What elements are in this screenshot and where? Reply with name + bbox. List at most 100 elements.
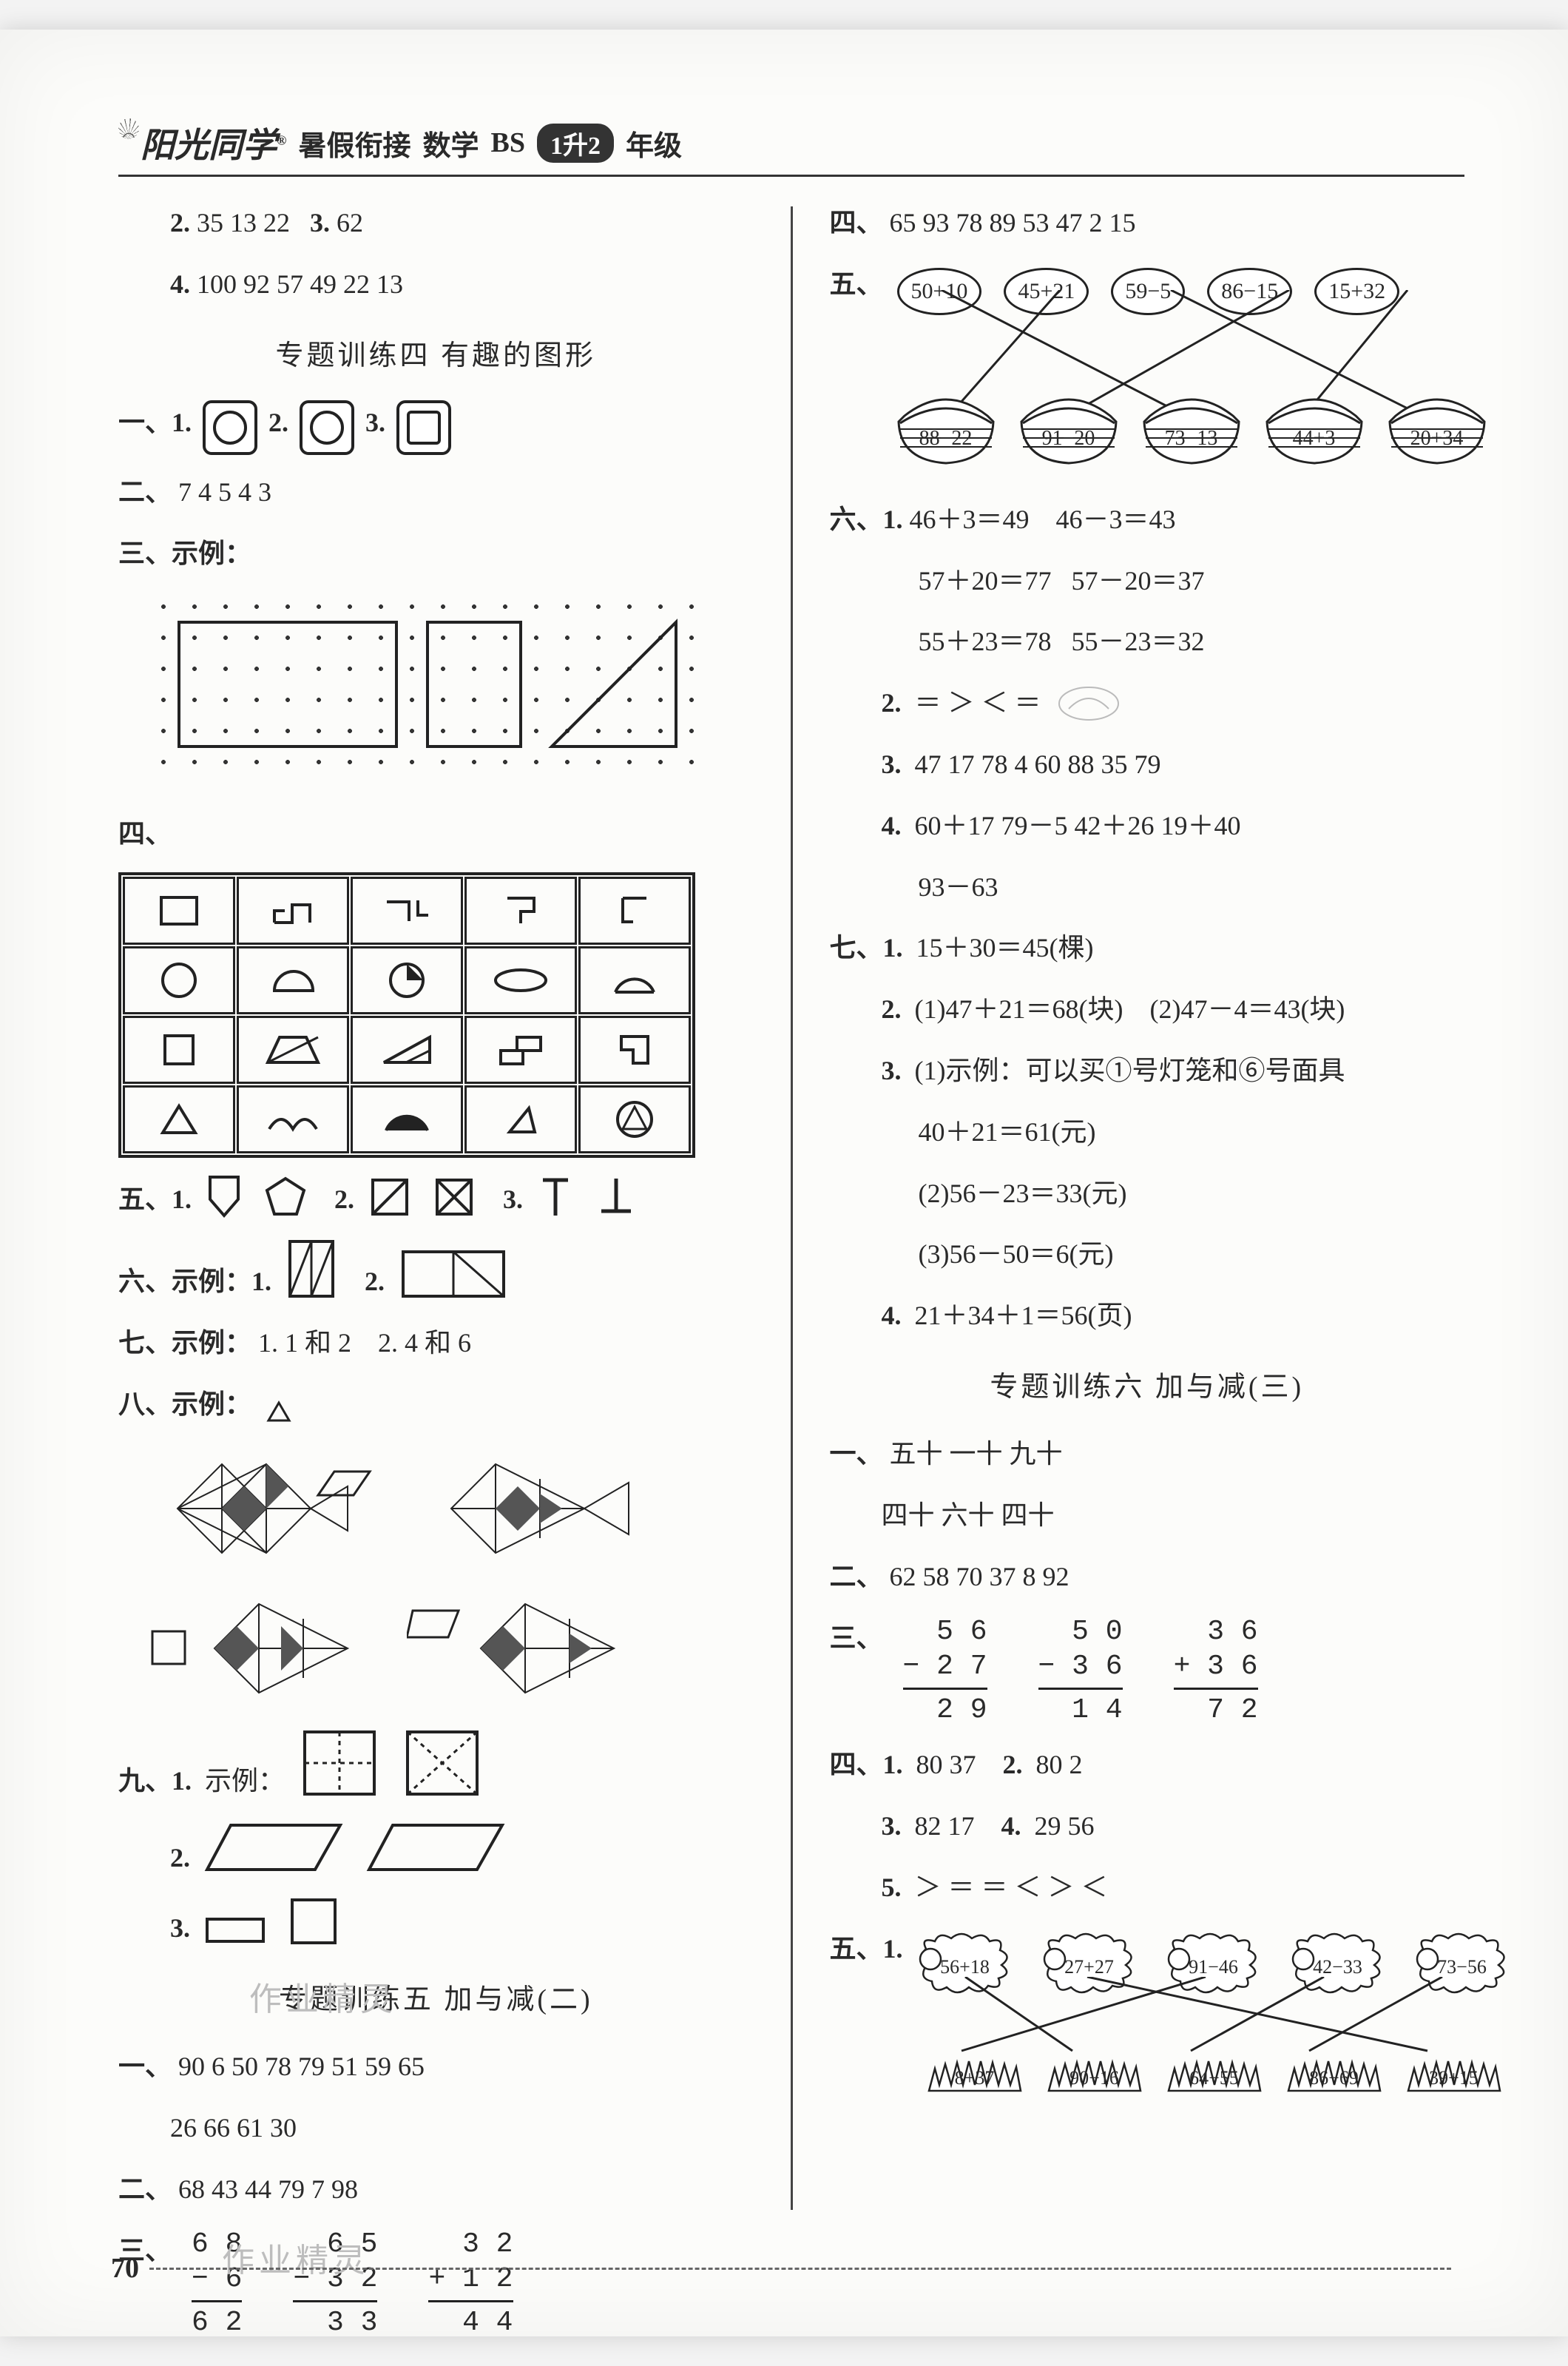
fish2-icon [407, 1442, 643, 1575]
vcalc: 3 6 + 3 6 7 2 [1174, 1614, 1258, 1728]
t5-2: 二、 68 43 44 79 7 98 [118, 2166, 754, 2214]
basket: 88−22 [890, 386, 1002, 468]
sec6: 六、示例：1. 2. [118, 1237, 754, 1306]
page: 阳光同学® 暑假衔接 数学 BS 1升2 年级 2. 35 13 22 3. 6… [0, 30, 1568, 2336]
triangle-icon [266, 1400, 292, 1423]
basket: 20+34 [1381, 386, 1493, 468]
grass: 8+37 [925, 2042, 1025, 2095]
sec7: 七、示例： 1. 1 和 2 2. 4 和 6 [118, 1319, 754, 1367]
column-divider [791, 206, 793, 2210]
sec5: 五、1. 2. 3. [118, 1173, 754, 1224]
topic4-title: 专题训练四 有趣的图形 [118, 331, 754, 381]
r-sec7-1: 七、1. 15＋30＝45(棵) [830, 924, 1465, 972]
sec9-2: 2. [118, 1818, 754, 1882]
shape-icon [206, 1173, 243, 1219]
r-sec6-4: 4. 60＋17 79－5 42＋26 19＋40 [830, 802, 1465, 850]
shape2-icon [300, 400, 354, 455]
header-subject-c: BS [490, 127, 524, 159]
shape-table [118, 872, 695, 1158]
sec4-lead: 四、 [118, 810, 754, 858]
t5-1b: 26 66 61 30 [118, 2104, 754, 2152]
vcalc: 5 6 − 2 7 2 9 [903, 1614, 987, 1728]
sec3-lead: 三、示例： [118, 530, 754, 578]
left-line-2-3: 2. 35 13 22 3. 62 [118, 199, 754, 247]
two-column-body: 2. 35 13 22 3. 62 4. 100 92 57 49 22 13 … [118, 199, 1464, 2254]
shape-icon [264, 1176, 307, 1219]
fish1-icon [148, 1442, 377, 1575]
t6-4b: 3. 82 17 4. 29 56 [830, 1802, 1465, 1850]
grass: 64−55 [1164, 2042, 1265, 2095]
rect-icon [204, 1913, 266, 1947]
shape1-icon [203, 400, 257, 455]
r-sec5: 五、 50+10 45+21 59−5 86−15 15+32 [830, 260, 1465, 482]
grass: 86−69 [1284, 2042, 1385, 2095]
shape3-icon [396, 400, 451, 455]
shape-icon [595, 1174, 637, 1219]
t6-4a: 四、1. 80 37 2. 80 2 [830, 1741, 1465, 1789]
r-sec7-3b: 40＋21＝61(元) [830, 1108, 1465, 1156]
watermark: 作业精灵 [249, 1970, 397, 2029]
grade-pill: 1升2 [537, 124, 614, 163]
t6-1b: 四十 六十 四十 [830, 1492, 1465, 1540]
r-sec6-4b: 93－63 [830, 863, 1465, 911]
r-sec6-2: 2. ＝ ＞ ＜ ＝ [830, 679, 1465, 727]
sec9-1: 九、1. 示例： [118, 1726, 754, 1805]
r-sec7-2: 2. (1)47＋21＝68(块) (2)47－4＝43(块) [830, 985, 1465, 1034]
basket-row: 88−22 91−20 73−13 44+3 [890, 386, 1493, 468]
r-sec6: 六、1. 46＋3＝49 46－3＝43 [830, 496, 1465, 544]
left-column: 2. 35 13 22 3. 62 4. 100 92 57 49 22 13 … [118, 199, 754, 2254]
right-column: 四、 65 93 78 89 53 47 2 15 五、 50+10 45+21… [830, 199, 1465, 2254]
shape-icon [537, 1174, 574, 1219]
vals: 35 13 22 [197, 208, 290, 237]
table-row [123, 877, 691, 945]
shape-icon [285, 1237, 337, 1301]
header-subject-d: 年级 [626, 123, 682, 164]
page-number: 70 [111, 2252, 139, 2285]
r-sec6b: 57＋20＝77 57－20＝37 [830, 557, 1465, 605]
t5-1: 一、 90 6 50 78 79 51 59 65 [118, 2043, 754, 2091]
sec9-3: 3. [118, 1895, 754, 1952]
r-sec7-3d: (3)56－50＝6(元) [830, 1230, 1465, 1278]
sec2: 二、 7 4 5 4 3 [118, 468, 754, 516]
table-row [123, 1085, 691, 1153]
basket: 91−20 [1013, 386, 1125, 468]
r-sec7-3: 3. (1)示例：可以买①号灯笼和⑥号面具 [830, 1047, 1465, 1095]
grass: 39+15 [1404, 2042, 1504, 2095]
t6-5: 五、1. 56+18 27+27 91−46 42−33 73−56 [830, 1925, 1465, 2095]
table-row [123, 946, 691, 1014]
t6-4c: 5. ＞ ＝ ＝ ＜ ＞ ＜ [830, 1864, 1465, 1912]
sec8-lead: 八、示例： [118, 1381, 754, 1429]
parallelogram-icon [204, 1818, 345, 1877]
r-sec4: 四、 65 93 78 89 53 47 2 15 [830, 199, 1465, 247]
t6-3: 三、 5 6 − 2 7 2 9 5 0 − 3 6 1 4 3 6 + 3 6… [830, 1614, 1465, 1728]
shape-icon [433, 1176, 476, 1219]
leaf-stamp-icon [1055, 684, 1122, 724]
r-sec7-3c: (2)56－23＝33(元) [830, 1170, 1465, 1218]
dotgrid-shapes-icon [148, 591, 703, 791]
square-icon [288, 1895, 339, 1947]
r-sec6-3: 3. 47 17 78 4 60 88 35 79 [830, 741, 1465, 789]
logo-text: 阳光同学® [118, 118, 286, 167]
r-sec6c: 55＋23＝78 55－23＝32 [830, 618, 1465, 666]
r-sec7-4: 4. 21＋34＋1＝56(页) [830, 1292, 1465, 1340]
basket: 73−13 [1135, 386, 1248, 468]
header-subject-b: 数学 [422, 123, 479, 164]
sec1: 一、1. 2. 3. [118, 399, 754, 455]
t6-1: 一、 五十 一十 九十 [830, 1430, 1465, 1478]
t6-2: 二、 62 58 70 37 8 92 [830, 1553, 1465, 1601]
left-line-4: 4. 100 92 57 49 22 13 [118, 260, 754, 309]
parallelogram-icon [366, 1818, 507, 1877]
shape-icon [402, 1726, 483, 1800]
page-header: 阳光同学® 暑假衔接 数学 BS 1升2 年级 [118, 118, 1464, 177]
fish-figures-2 [148, 1585, 754, 1711]
footer-dashed-line [149, 2268, 1451, 2270]
page-footer: 70 [111, 2252, 1451, 2285]
fish3-icon [148, 1585, 377, 1711]
header-subject-a: 暑假衔接 [298, 123, 410, 164]
fish-figures [148, 1442, 754, 1575]
fish4-icon [407, 1585, 643, 1711]
shape-icon [368, 1176, 411, 1219]
basket: 44+3 [1258, 386, 1371, 468]
dot-grid-figure [148, 591, 703, 791]
vcalc: 5 0 − 3 6 1 4 [1038, 1614, 1123, 1728]
